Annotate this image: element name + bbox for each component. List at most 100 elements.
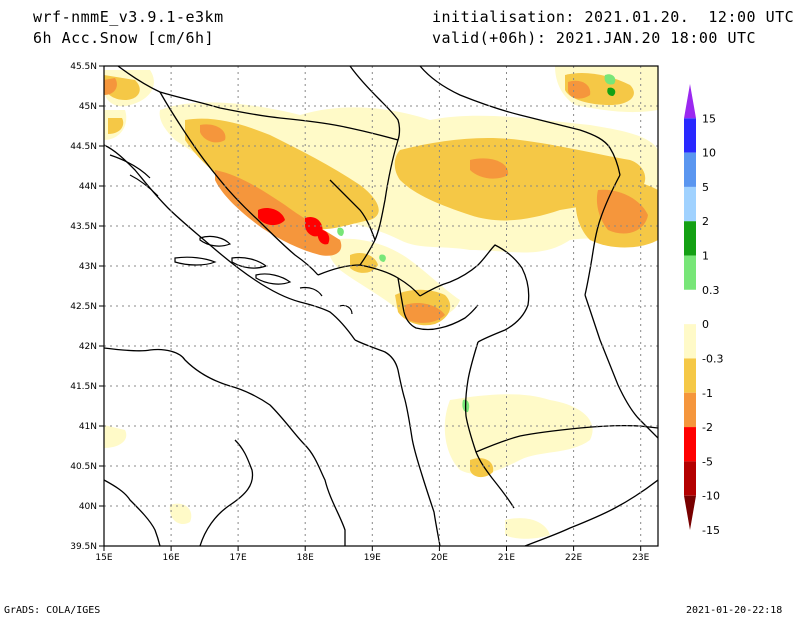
montenegro-border — [317, 264, 421, 297]
island-7 — [299, 286, 323, 297]
snow-zone-orange-west — [104, 78, 117, 95]
legend-label: -0.3 — [702, 352, 723, 365]
island-6 — [255, 273, 292, 285]
serbia-north-border — [349, 66, 401, 141]
islands — [109, 154, 353, 315]
legend-swatch — [684, 289, 696, 325]
latitude-labels: 45.5N 45N 44.5N 44N 43.5N 43N 42.5N 42N … — [70, 62, 97, 552]
legend-label: -5 — [702, 455, 713, 468]
color-legend: 15 10 5 2 1 0.3 0 -0.3 -1 -2 -5 -10 -15 — [684, 84, 723, 537]
italy-coastline-north — [104, 347, 346, 546]
lon-label: 15E — [95, 553, 112, 563]
snow-field — [104, 66, 658, 539]
albania-north-border — [397, 277, 479, 331]
legend-swatch — [684, 358, 696, 393]
legend-swatch — [684, 427, 696, 462]
greece-north-coast — [524, 479, 658, 546]
snow-zone-orange-serbia-east — [596, 189, 648, 234]
lon-label: 23E — [632, 553, 649, 563]
snow-zone-orange-montenegro — [405, 303, 445, 323]
valid-time: valid(+06h): 2021.JAN.20 18:00 UTC — [432, 29, 757, 47]
legend-swatch — [684, 324, 696, 359]
serbia-romania-border — [419, 66, 621, 176]
footer-credit: GrADS: COLA/IGES — [4, 605, 101, 616]
montenegro-albania-coast — [354, 339, 441, 546]
legend-label: 10 — [702, 147, 716, 160]
lon-label: 16E — [163, 553, 180, 563]
albania-east-border — [464, 341, 515, 509]
croatia-bosnia-border — [117, 66, 399, 141]
lat-label: 40.5N — [70, 462, 97, 472]
island-2 — [129, 174, 159, 197]
lon-label: 21E — [498, 553, 515, 563]
snow-zone-light-italy — [104, 425, 127, 448]
lat-label: 43N — [79, 262, 97, 272]
legend-label: 2 — [702, 215, 709, 228]
legend-swatch — [684, 255, 696, 290]
legend-swatch — [684, 495, 696, 530]
footer-timestamp: 2021-01-20-22:18 — [686, 605, 783, 616]
lat-label: 44N — [79, 182, 97, 192]
borders-coastlines — [104, 66, 658, 546]
island-4 — [174, 256, 217, 266]
init-time: initialisation: 2021.01.20. 12:00 UTC — [432, 8, 795, 26]
bosnia-east-border — [359, 139, 399, 266]
legend-swatch — [684, 461, 696, 496]
lon-label: 22E — [565, 553, 582, 563]
legend-label: -2 — [702, 421, 713, 434]
snow-zone-green-northeast — [604, 74, 616, 85]
island-8 — [339, 304, 353, 315]
tick-marks — [99, 65, 642, 551]
snow-zone-light-south — [444, 394, 593, 475]
snow-zone-green-northeast-dark — [607, 87, 616, 96]
serbia-bulgaria-border — [584, 174, 621, 296]
lat-label: 41N — [79, 422, 97, 432]
model-name: wrf-nmmE_v3.9.1-e3km — [33, 8, 224, 26]
snow-zone-medium-bosnia — [185, 118, 379, 230]
variable-name: 6h Acc.Snow [cm/6h] — [33, 29, 215, 47]
legend-label: -15 — [702, 524, 720, 537]
lat-label: 45N — [79, 102, 97, 112]
legend-label: -10 — [702, 490, 720, 503]
lat-label: 42.5N — [70, 302, 97, 312]
legend-label: 5 — [702, 181, 709, 194]
longitude-labels: 15E 16E 17E 18E 19E 20E 21E 22E 23E — [95, 553, 649, 563]
lat-label: 40N — [79, 502, 97, 512]
snow-zone-light-southwest — [169, 503, 192, 525]
lat-label: 42N — [79, 342, 97, 352]
lat-label: 44.5N — [70, 142, 97, 152]
legend-label: -1 — [702, 387, 713, 400]
snow-zone-orange-central — [470, 158, 509, 179]
lon-label: 20E — [431, 553, 448, 563]
macedonia-greece-border — [475, 424, 658, 453]
grid-lines — [104, 66, 658, 546]
legend-swatch — [684, 152, 696, 187]
snow-zone-green-central — [337, 227, 344, 236]
snow-zone-orange-bosnia-north — [200, 124, 226, 143]
legend-label: 0.3 — [702, 284, 720, 297]
legend-swatch — [684, 118, 696, 153]
kosovo-border — [419, 244, 530, 343]
macedonia-east-border — [584, 294, 658, 439]
lat-label: 45.5N — [70, 62, 97, 72]
legend-swatch — [684, 84, 696, 119]
snow-zone-red-1 — [258, 208, 285, 226]
lat-label: 41.5N — [70, 382, 97, 392]
lon-label: 19E — [364, 553, 381, 563]
croatia-coastline — [104, 144, 356, 341]
snow-zone-red-3 — [317, 229, 330, 245]
island-3 — [199, 235, 232, 247]
lon-label: 17E — [230, 553, 247, 563]
legend-label: 15 — [702, 112, 716, 125]
snow-zone-light-southeast — [505, 518, 550, 539]
bosnia-west-border — [159, 91, 319, 276]
legend-swatch — [684, 186, 696, 222]
italy-coastline-heel — [199, 439, 254, 546]
bosnia-inner-border — [329, 179, 376, 241]
snow-zone-green-montenegro — [379, 254, 386, 262]
legend-swatch — [684, 221, 696, 256]
lat-label: 43.5N — [70, 222, 97, 232]
legend-label: 0 — [702, 318, 709, 331]
